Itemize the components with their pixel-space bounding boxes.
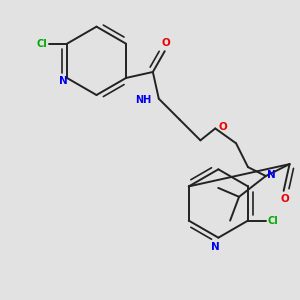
- Text: N: N: [267, 169, 276, 179]
- Text: Cl: Cl: [37, 39, 48, 49]
- Text: O: O: [162, 38, 171, 48]
- Text: N: N: [59, 76, 68, 86]
- Text: O: O: [281, 194, 290, 204]
- Text: NH: NH: [135, 95, 152, 105]
- Text: N: N: [211, 242, 220, 252]
- Text: O: O: [219, 122, 228, 132]
- Text: Cl: Cl: [267, 216, 278, 226]
